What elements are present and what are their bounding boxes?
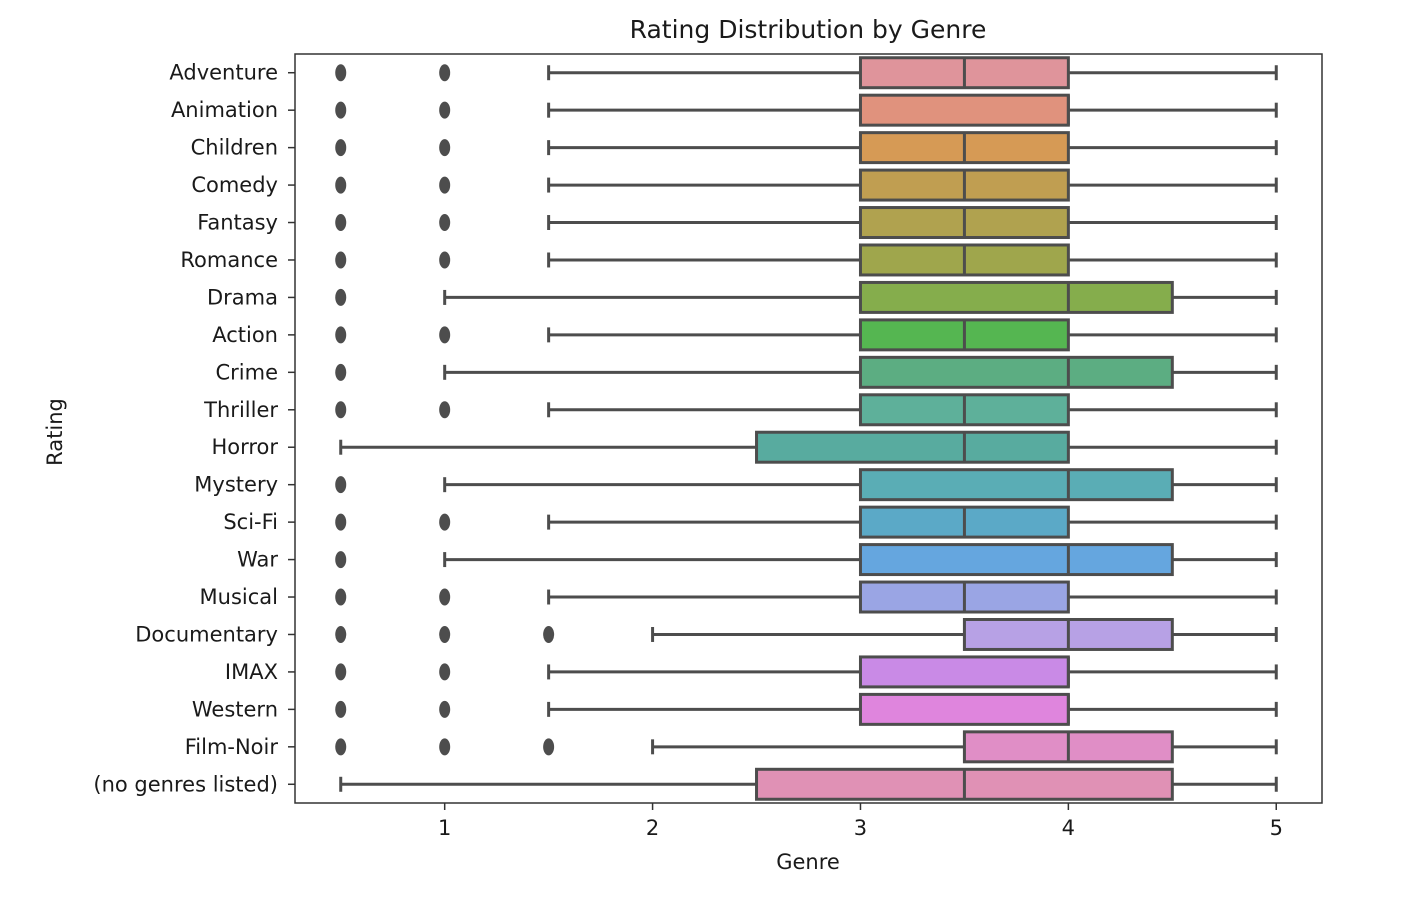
outlier-point <box>335 214 347 232</box>
y-tick-label: Action <box>212 323 278 347</box>
y-tick-label: Musical <box>200 585 278 609</box>
x-tick-label: 2 <box>646 816 659 840</box>
outlier-point <box>335 476 347 494</box>
box-group-6 <box>335 280 1278 314</box>
box-group-3 <box>335 168 1278 202</box>
outlier-point <box>439 738 451 756</box>
y-tick-label: Film-Noir <box>185 735 279 759</box>
box-group-14 <box>335 580 1278 614</box>
outlier-point <box>335 738 347 756</box>
y-tick-label: Western <box>192 697 278 721</box>
outlier-point <box>439 326 451 344</box>
iqr-box <box>858 280 1174 314</box>
box-group-1 <box>335 93 1278 127</box>
outlier-point <box>335 251 347 269</box>
y-tick-label: War <box>237 548 278 572</box>
box-group-19 <box>339 767 1278 801</box>
iqr-box <box>858 543 1174 577</box>
plot-frame <box>294 53 1323 804</box>
outlier-point <box>335 513 347 531</box>
y-tick-label: Comedy <box>191 173 278 197</box>
box-group-2 <box>335 131 1278 165</box>
x-tick-label: 5 <box>1270 816 1283 840</box>
y-axis-label: Rating <box>43 398 67 466</box>
box-group-4 <box>335 206 1278 240</box>
box-group-10 <box>339 430 1278 464</box>
outlier-point <box>335 663 347 681</box>
outlier-point <box>439 251 451 269</box>
outlier-point <box>439 139 451 157</box>
outlier-point <box>439 401 451 419</box>
y-tick-label: Mystery <box>194 473 278 497</box>
box-group-5 <box>335 243 1278 277</box>
y-tick-label: Animation <box>171 98 278 122</box>
y-tick-label: Horror <box>211 435 278 459</box>
y-tick-label: Children <box>191 136 278 160</box>
outlier-point <box>439 176 451 194</box>
outlier-point <box>335 326 347 344</box>
box-group-7 <box>335 318 1278 352</box>
outlier-point <box>439 700 451 718</box>
outlier-point <box>335 363 347 381</box>
x-tick-label: 3 <box>854 816 867 840</box>
outlier-point <box>439 625 451 643</box>
outlier-point <box>335 551 347 569</box>
box-group-8 <box>335 355 1278 389</box>
plot-area <box>335 56 1278 801</box>
y-tick-label: Drama <box>207 285 278 309</box>
y-tick-label: IMAX <box>225 660 278 684</box>
outlier-point <box>335 700 347 718</box>
outlier-point <box>335 101 347 119</box>
outlier-point <box>335 288 347 306</box>
x-tick-label: 1 <box>438 816 451 840</box>
outlier-point <box>439 588 451 606</box>
outlier-point <box>335 176 347 194</box>
box-group-15 <box>335 617 1278 651</box>
outlier-point <box>439 513 451 531</box>
box-group-18 <box>335 730 1278 764</box>
box-group-16 <box>335 655 1278 689</box>
box-group-0 <box>335 56 1278 90</box>
iqr-box <box>858 93 1070 127</box>
y-tick-label: Crime <box>215 360 278 384</box>
y-tick-label: Documentary <box>135 622 278 646</box>
box-group-17 <box>335 692 1278 726</box>
y-tick-label: Thriller <box>203 398 278 422</box>
box-group-13 <box>335 543 1278 577</box>
outlier-point <box>439 64 451 82</box>
outlier-point <box>439 663 451 681</box>
y-tick-label: Fantasy <box>197 211 278 235</box>
x-axis-label: Genre <box>776 850 840 874</box>
y-axis: Adventure Animation Children Comedy Fantasy R… <box>93 61 295 796</box>
y-tick-label: Adventure <box>169 61 278 85</box>
outlier-point <box>335 588 347 606</box>
box-group-9 <box>335 393 1278 427</box>
outlier-point <box>335 139 347 157</box>
box-group-11 <box>335 468 1278 502</box>
iqr-box <box>755 430 1070 464</box>
x-tick-label: 4 <box>1062 816 1075 840</box>
outlier-point <box>439 101 451 119</box>
iqr-box <box>858 355 1174 389</box>
y-tick-label: (no genres listed) <box>93 772 278 796</box>
x-axis: 1 2 3 4 5 <box>438 803 1283 840</box>
iqr-box <box>858 692 1070 726</box>
outlier-point <box>543 738 555 756</box>
box-group-12 <box>335 505 1278 539</box>
outlier-point <box>335 64 347 82</box>
outlier-point <box>543 625 555 643</box>
y-tick-label: Sci-Fi <box>223 510 278 534</box>
outlier-point <box>439 214 451 232</box>
outlier-point <box>335 625 347 643</box>
y-tick-label: Romance <box>180 248 278 272</box>
iqr-box <box>858 468 1174 502</box>
iqr-box <box>858 655 1070 689</box>
outlier-point <box>335 401 347 419</box>
chart-title: Rating Distribution by Genre <box>630 15 987 44</box>
